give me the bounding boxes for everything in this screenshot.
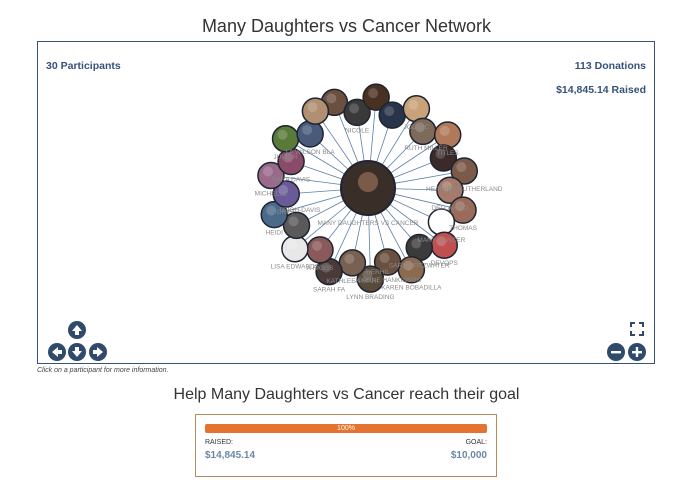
participant-label: LEIGH-DAVIS <box>280 207 321 214</box>
participant-node[interactable] <box>450 157 479 185</box>
participant-label: HEATHER SUTHERLAND <box>426 186 503 193</box>
participant-node[interactable] <box>378 101 406 129</box>
participant-node[interactable] <box>272 180 301 208</box>
participant-label: DELLAVIZIO <box>431 205 468 212</box>
participants-count: 30 Participants <box>46 60 121 72</box>
participant-node[interactable] <box>373 248 402 276</box>
participant-label: HERHIL <box>366 269 390 276</box>
participant-node[interactable] <box>260 200 289 229</box>
participant-label: GRIFF <box>277 209 297 216</box>
participant-node[interactable] <box>449 196 477 224</box>
participant-label: SARAH FITZWATER <box>389 263 450 270</box>
participant-label: NICOLE <box>345 127 370 134</box>
participant-label: JODI SC <box>404 124 430 131</box>
hub-node[interactable] <box>340 160 396 216</box>
pan-down-button[interactable] <box>68 343 86 361</box>
participant-node[interactable] <box>356 265 385 293</box>
participant-label: RUTH MILLER <box>404 145 448 152</box>
raised-total: $14,845.14 Raised <box>556 84 646 96</box>
participant-label: JOANNE HANKINSON <box>354 277 421 284</box>
participant-label: MANY CANCER <box>417 237 465 244</box>
participant-label: THOMAS <box>449 225 477 232</box>
pan-right-button[interactable] <box>89 343 107 361</box>
participant-node[interactable] <box>271 125 300 153</box>
participant-label: LISA EDWARDS <box>271 264 320 271</box>
arrow-up-icon <box>72 325 82 335</box>
zoom-in-button[interactable] <box>628 343 646 361</box>
participant-node[interactable] <box>409 117 437 146</box>
participant-label: KAREN BOBADILLA <box>381 285 442 292</box>
participant-node[interactable] <box>405 233 433 262</box>
participant-label: MICHELLE <box>255 191 288 198</box>
participant-node[interactable] <box>296 120 324 148</box>
pan-up-button[interactable] <box>68 321 86 339</box>
network-graph[interactable]: NICOLE JODI SC TITLES HEATHER SUTHERLAND DEL… <box>38 42 654 363</box>
donations-count: 113 Donations <box>574 60 646 72</box>
participant-label: A RIGGS <box>307 265 334 272</box>
goal-label: GOAL: <box>465 439 487 446</box>
participant-node[interactable] <box>282 211 311 240</box>
participant-node[interactable] <box>301 97 330 125</box>
participant-node[interactable] <box>281 234 309 263</box>
progress-fill <box>205 424 487 433</box>
arrow-down-icon <box>72 347 82 357</box>
plus-icon <box>632 347 642 357</box>
minus-icon <box>611 351 621 354</box>
help-caption: Click on a participant for more informat… <box>37 367 169 374</box>
network-panel[interactable]: 30 Participants 113 Donations $14,845.14… <box>37 41 655 364</box>
goal-title: Help Many Daughters vs Cancer reach thei… <box>173 386 520 403</box>
participant-node[interactable] <box>343 98 371 127</box>
participant-label: HEIDI <box>266 230 284 237</box>
raised-label: RAISED: <box>205 439 234 446</box>
raised-value: $14,845.14 <box>205 450 256 461</box>
progress-bar: 100% <box>205 424 487 433</box>
hub-label: MANY DAUGHTERS VS CANCER <box>317 220 418 227</box>
progress-label: 100% <box>337 425 355 432</box>
participant-label: KATHLEEN MARI <box>326 278 378 285</box>
participant-node[interactable] <box>362 83 390 111</box>
goal-value: $10,000 <box>450 450 487 461</box>
participant-label: JULIE R <box>273 154 298 161</box>
participant-node[interactable] <box>338 249 367 277</box>
participant-node[interactable] <box>430 231 459 259</box>
participant-label: LYNN BRADING <box>346 294 394 301</box>
participant-label: DEVOPS <box>431 260 459 267</box>
zoom-out-button[interactable] <box>607 343 625 361</box>
participant-label: SARAH FA <box>313 287 346 294</box>
pan-left-button[interactable] <box>48 343 66 361</box>
participant-node[interactable] <box>257 161 285 190</box>
goal-panel: 100% RAISED: $14,845.14 GOAL: $10,000 <box>195 414 497 477</box>
participant-label: TITLES <box>437 150 460 157</box>
fullscreen-icon[interactable] <box>629 321 645 337</box>
participant-node[interactable] <box>429 144 458 172</box>
participant-label: SARA DAVIS <box>272 177 311 184</box>
arrow-right-icon <box>93 347 103 357</box>
participant-node[interactable] <box>436 176 464 204</box>
participant-label: LA WILSON BLA <box>286 149 336 156</box>
participant-node[interactable] <box>306 236 334 264</box>
arrow-left-icon <box>52 347 62 357</box>
participant-node[interactable] <box>397 255 426 284</box>
page-title: Many Daughters vs Cancer Network <box>201 16 492 36</box>
